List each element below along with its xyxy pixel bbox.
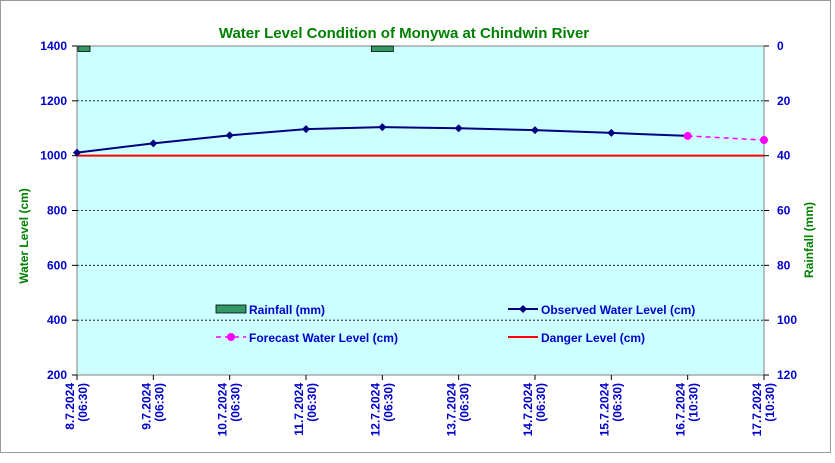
- legend: Rainfall (mm) Observed Water Level (cm) Fo…: [215, 303, 695, 345]
- x-tick-time: (06:30): [534, 383, 548, 422]
- right-axis-ticks: 0 20 40 60 80 100 120: [764, 39, 797, 382]
- x-tick-time: (10:30): [763, 383, 777, 422]
- legend-label: Rainfall (mm): [249, 303, 325, 317]
- observed-point: [607, 128, 616, 137]
- chart-title: Water Level Condition of Monywa at Chind…: [219, 25, 589, 42]
- x-tick-date: 12.7.2024: [368, 383, 382, 437]
- left-tick-label: 800: [47, 204, 67, 218]
- x-tick-date: 15.7.2024: [597, 383, 611, 437]
- x-tick-label: 16.7.2024 (10:30): [674, 383, 701, 437]
- x-tick-label: 15.7.2024 (06:30): [597, 383, 624, 437]
- observed-point: [225, 131, 234, 140]
- x-tick-date: 9.7.2024: [139, 383, 153, 430]
- plot-area: [76, 45, 765, 376]
- x-tick-time: (06:30): [305, 383, 319, 422]
- left-tick-label: 400: [47, 313, 67, 327]
- x-tick-label: 8.7.2024 (06:30): [63, 383, 90, 430]
- rainfall-bar: [370, 45, 394, 52]
- x-tick-time: (06:30): [76, 383, 90, 422]
- right-tick-label: 60: [777, 204, 791, 218]
- observed-point: [531, 126, 539, 135]
- x-tick-date: 17.7.2024: [750, 383, 764, 437]
- left-axis-ticks: 1400 1200 1000 800 600 400 200: [40, 39, 77, 382]
- rainfall-bar: [77, 45, 91, 52]
- right-tick-label: 40: [777, 149, 791, 163]
- x-tick-date: 14.7.2024: [521, 383, 535, 437]
- forecast-point: [683, 131, 692, 140]
- x-tick-time: (06:30): [229, 383, 243, 422]
- observed-point: [73, 148, 81, 157]
- x-tick-date: 16.7.2024: [674, 383, 688, 437]
- x-tick-time: (06:30): [610, 383, 624, 422]
- legend-swatch-rainfall: [215, 304, 247, 314]
- x-axis-ticks: 8.7.2024 (06:30) 9.7.2024 (06:30) 10.7.2024(…: [63, 375, 777, 436]
- x-tick-date: 13.7.2024: [445, 383, 459, 437]
- x-tick-time: (10:30): [687, 383, 701, 422]
- legend-label: Forecast Water Level (cm): [249, 331, 398, 345]
- x-tick-label: 17.7.2024 (10:30): [750, 383, 777, 437]
- forecast-water-level-line: [687, 135, 765, 141]
- x-tick-label: 12.7.2024 (06:30): [368, 383, 395, 437]
- legend-label: Danger Level (cm): [541, 331, 645, 345]
- x-tick-date: 8.7.2024: [63, 383, 77, 430]
- right-tick-label: 80: [777, 258, 791, 272]
- observed-point: [149, 139, 158, 148]
- legend-marker-observed: [519, 305, 527, 313]
- rainfall-bars: [77, 45, 394, 52]
- x-tick-label: 9.7.2024 (06:30): [139, 383, 166, 430]
- right-axis-title: Rainfall (mm): [802, 202, 816, 278]
- left-axis-title: Water Level (cm): [17, 188, 31, 284]
- right-tick-label: 120: [777, 368, 797, 382]
- x-tick-label: 13.7.2024 (06:30): [445, 383, 472, 437]
- x-tick-date: 10.7.2024: [216, 383, 230, 437]
- left-tick-label: 1400: [40, 39, 67, 53]
- x-tick-date: 11.7.2024: [292, 383, 306, 436]
- right-tick-label: 100: [777, 313, 797, 327]
- observed-point: [378, 123, 387, 132]
- series-lines: [73, 123, 768, 157]
- x-tick-label: 14.7.2024 (06:30): [521, 383, 548, 437]
- x-tick-time: (06:30): [458, 383, 472, 422]
- right-tick-label: 0: [777, 39, 784, 53]
- left-tick-label: 1000: [40, 149, 67, 163]
- left-tick-label: 200: [47, 368, 67, 382]
- left-tick-label: 600: [47, 258, 67, 272]
- forecast-point: [760, 136, 768, 145]
- observed-point: [454, 124, 463, 133]
- x-tick-label: 10.7.2024 (06:30): [216, 383, 243, 437]
- x-tick-time: (06:30): [152, 383, 166, 422]
- left-tick-label: 1200: [40, 94, 67, 108]
- observed-point: [302, 125, 310, 134]
- x-tick-label: 11.7.2024 (06:30): [292, 383, 319, 436]
- x-tick-time: (06:30): [381, 383, 395, 422]
- right-tick-label: 20: [777, 94, 791, 108]
- legend-marker-forecast: [227, 333, 235, 341]
- legend-label: Observed Water Level (cm): [541, 303, 695, 317]
